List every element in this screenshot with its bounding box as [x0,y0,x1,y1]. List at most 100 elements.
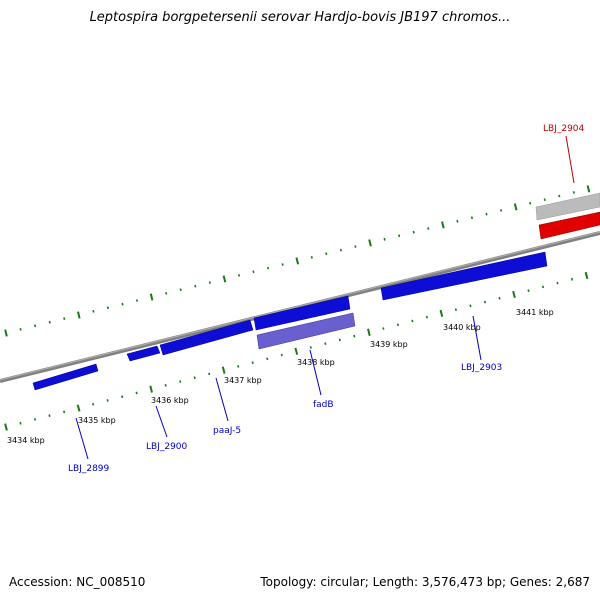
tick-label-3440: 3440 kbp [443,323,481,332]
lower-ruler-minor-tick [309,346,312,349]
lower-ruler-minor-tick [48,414,51,418]
lower-ruler-major-tick [4,423,8,431]
gene-paaj-5-arrow[interactable] [159,319,254,356]
upper-ruler-minor-tick [194,284,197,288]
lower-ruler-major-tick [149,385,153,393]
gene-lbj-2903-arrow[interactable] [380,251,548,301]
lower-ruler-major-tick [367,328,371,336]
upper-ruler-minor-tick [179,288,182,292]
leader-line-lbj-2899 [75,417,89,460]
tick-label-3438: 3438 kbp [297,358,335,367]
lower-ruler-minor-tick [396,323,399,327]
lower-ruler-major-tick [439,309,444,318]
lower-dotted-ruler [4,271,589,431]
gene-label-paaj-5[interactable]: paaJ-5 [213,426,241,436]
lower-ruler-minor-tick [483,300,487,304]
upper-ruler-minor-tick [529,201,532,205]
lower-ruler-minor-tick [135,391,138,395]
upper-ruler-minor-tick [572,191,575,194]
lower-ruler-minor-tick [570,277,574,281]
lower-ruler-minor-tick [19,421,22,425]
upper-ruler-major-tick [77,311,81,319]
upper-ruler-minor-tick [500,209,503,212]
upper-ruler-minor-tick [48,320,51,324]
lower-ruler-minor-tick [541,285,545,289]
lower-ruler-major-tick [584,271,589,280]
gene-label-lbj-2903[interactable]: LBJ_2903 [461,363,502,373]
upper-ruler-minor-tick [310,255,313,259]
lower-ruler-minor-tick [527,289,530,293]
tick-label-3441: 3441 kbp [516,308,554,317]
tick-label-3439: 3439 kbp [370,340,408,349]
lower-ruler-minor-tick [324,342,327,346]
gene-label-lbj-2904[interactable]: LBJ_2904 [543,124,585,134]
gene-label-lbj-2900[interactable]: LBJ_2900 [146,442,188,452]
upper-ruler-minor-tick [558,194,561,198]
lower-ruler-minor-tick [33,418,37,421]
upper-ruler-minor-tick [106,306,109,310]
accession-text: Accession: NC_008510 [9,575,146,589]
upper-ruler-minor-tick [354,245,357,248]
upper-ruler-major-tick [4,329,8,337]
lower-ruler-minor-tick [556,281,559,285]
leader-line-paaj-5 [215,377,229,422]
tick-label-3436: 3436 kbp [151,396,189,405]
leader-line-lbj-2903 [472,315,482,361]
upper-ruler-minor-tick [237,273,241,277]
upper-ruler-minor-tick [325,252,328,256]
upper-ruler-minor-tick [470,216,473,220]
lower-ruler-major-tick [76,404,81,412]
leader-line-lbj-2900 [155,405,168,438]
gray-feature-upper[interactable] [535,192,600,221]
upper-ruler-minor-tick [92,309,95,313]
rna-lbj-2904-red[interactable] [538,211,600,240]
lower-ruler-minor-tick [251,361,254,365]
upper-ruler-major-tick [149,293,154,301]
gene-lbj-2899-arrow[interactable] [32,363,99,391]
lower-ruler-minor-tick [179,380,182,383]
upper-ruler-minor-tick [208,281,211,284]
tick-label-3435: 3435 kbp [78,416,116,425]
lower-ruler-major-tick [294,347,299,355]
upper-ruler-minor-tick [383,237,386,241]
upper-ruler-minor-tick [136,299,139,302]
leader-line-fadb [309,349,322,396]
lower-ruler-minor-tick [266,357,269,361]
gene-lbj-2900-arrow[interactable] [126,345,161,362]
lower-ruler-minor-tick [208,372,211,376]
lower-ruler-minor-tick [454,308,457,311]
upper-ruler-minor-tick [19,328,22,331]
gene-fadb-purple-feature[interactable] [256,312,356,350]
genome-stats-text: Topology: circular; Length: 3,576,473 bp… [260,575,590,589]
lower-ruler-minor-tick [425,315,428,319]
lower-ruler-minor-tick [106,399,109,402]
lower-ruler-minor-tick [237,365,240,368]
lower-ruler-minor-tick [338,338,341,342]
lower-ruler-minor-tick [164,383,167,387]
upper-ruler-minor-tick [427,227,430,230]
lower-ruler-minor-tick [469,304,472,308]
upper-ruler-major-tick [295,257,300,265]
lower-ruler-minor-tick [121,395,124,399]
gene-fadb-arrow[interactable] [253,295,351,331]
upper-dotted-ruler [4,185,591,337]
lower-ruler-minor-tick [353,334,356,338]
lower-ruler-minor-tick [92,402,95,406]
upper-ruler-minor-tick [121,302,124,306]
upper-ruler-minor-tick [34,324,37,328]
map-title: Leptospira borgpetersenii serovar Hardjo… [89,10,511,25]
gene-label-fadb[interactable]: fadB [313,400,334,410]
upper-ruler-minor-tick [281,263,284,266]
lower-ruler-minor-tick [498,296,501,300]
upper-ruler-minor-tick [165,291,168,295]
leader-line-lbj-2904 [565,135,575,184]
lower-ruler-minor-tick [63,410,66,414]
upper-ruler-minor-tick [398,234,401,238]
lower-ruler-minor-tick [382,327,385,330]
lower-ruler-minor-tick [280,353,283,357]
lower-ruler-minor-tick [411,319,414,323]
upper-ruler-minor-tick [456,219,459,223]
gene-label-lbj-2899[interactable]: LBJ_2899 [68,464,110,474]
lower-ruler-minor-tick [193,376,196,380]
